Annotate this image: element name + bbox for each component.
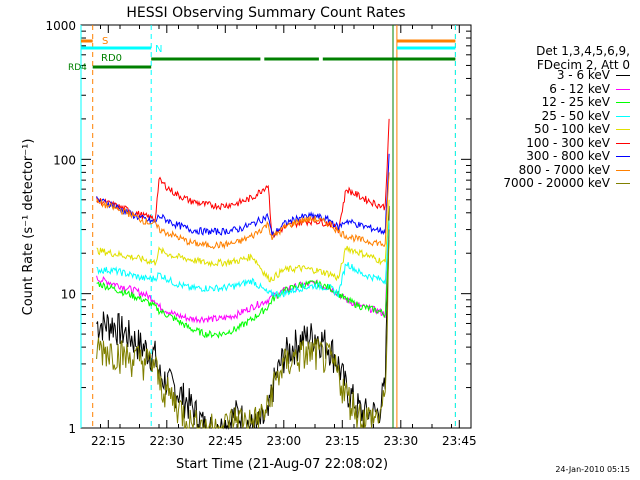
state-label-rd4: RD4	[68, 63, 87, 73]
legend-swatch	[616, 142, 630, 144]
x-tick-label: 22:45	[208, 434, 243, 448]
series-line-300-800-kev	[96, 153, 390, 238]
legend-label: 6 - 12 keV	[549, 81, 610, 96]
legend-item: 300 - 800 keV	[480, 149, 630, 163]
legend-label: 300 - 800 keV	[526, 149, 610, 163]
y-tick-label: 1	[68, 422, 76, 436]
legend-swatch	[616, 75, 630, 76]
legend-item: 25 - 50 keV	[480, 109, 630, 123]
legend-item: 6 - 12 keV	[480, 82, 630, 96]
series-line-6-12-kev	[96, 229, 390, 324]
legend-header-line-1: Det 1,3,4,5,6,9,	[536, 44, 630, 58]
timestamp: 24-Jan-2010 05:15	[555, 465, 630, 474]
legend-swatch	[616, 115, 630, 117]
x-tick-label: 23:45	[442, 434, 477, 448]
series-line-100-300-kev	[96, 118, 390, 239]
legend-item: 12 - 25 keV	[480, 95, 630, 109]
legend-label: 12 - 25 keV	[541, 95, 610, 109]
legend-swatch	[616, 169, 630, 171]
legend-label: 50 - 100 keV	[533, 122, 610, 136]
series-line-7000-20000-kev	[96, 229, 390, 430]
state-label-s: S	[102, 36, 108, 47]
x-tick-label: 22:15	[91, 434, 126, 448]
state-label-n: N	[155, 44, 162, 55]
x-tick-label: 23:15	[325, 434, 360, 448]
legend-item: 3 - 6 keV	[480, 68, 630, 82]
legend-item: 50 - 100 keV	[480, 122, 630, 136]
legend-item: 7000 - 20000 keV	[480, 176, 630, 190]
y-tick-label: 1000	[45, 19, 76, 33]
legend-swatch	[616, 129, 630, 130]
plot-area: 1 10 100 1000 22:15 22:30 22:45 23:00 23:15 23:30…	[45, 19, 476, 448]
series-line-50-100-kev	[96, 199, 390, 283]
legend-label: 800 - 7000 keV	[518, 162, 610, 177]
y-tick-label: 100	[53, 153, 76, 167]
legend-swatch	[616, 183, 630, 184]
legend-header-line-2: FDecim 2, Att 0	[536, 58, 630, 72]
legend-label: 25 - 50 keV	[541, 108, 610, 123]
y-tick-label: 10	[61, 288, 76, 302]
legend-swatch	[616, 88, 630, 90]
legend-label: 100 - 300 keV	[526, 135, 610, 150]
x-tick-label: 23:30	[384, 434, 419, 448]
series-line-800-7000-kev	[96, 172, 390, 250]
legend-swatch	[616, 156, 630, 157]
chart-title: HESSI Observing Summary Count Rates	[126, 5, 405, 21]
plot-frame	[80, 24, 472, 429]
series-line-25-50-kev	[96, 220, 390, 299]
x-tick-label: 23:00	[267, 434, 302, 448]
legend-item: 800 - 7000 keV	[480, 163, 630, 177]
legend-header: Det 1,3,4,5,6,9, FDecim 2, Att 0	[470, 44, 630, 72]
legend-item: 100 - 300 keV	[480, 136, 630, 150]
legend-label: 3 - 6 keV	[556, 68, 610, 82]
y-axis-label: Count Rate (s⁻¹ detector⁻¹)	[21, 139, 36, 316]
series-line-12-25-kev	[96, 240, 390, 339]
legend-swatch	[616, 102, 630, 103]
x-tick-label: 22:30	[150, 434, 185, 448]
legend-label: 7000 - 20000 keV	[503, 176, 610, 190]
x-axis-label: Start Time (21-Aug-07 22:08:02)	[176, 457, 388, 472]
state-label-rd0: RD0	[101, 53, 122, 64]
